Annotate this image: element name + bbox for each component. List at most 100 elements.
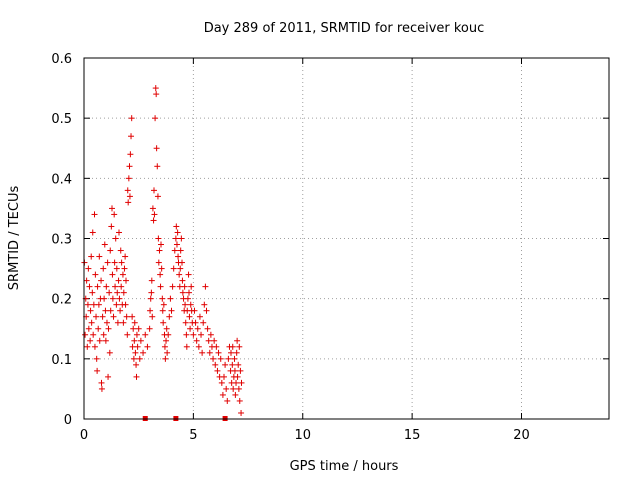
- data-point: [173, 223, 180, 230]
- data-point: [148, 289, 155, 296]
- data-point: [178, 235, 185, 242]
- data-point: [107, 247, 114, 254]
- data-point: [123, 277, 129, 284]
- data-point: [153, 145, 160, 152]
- data-point: [150, 217, 157, 224]
- data-point: [198, 331, 205, 338]
- data-point: [158, 265, 165, 272]
- data-point: [168, 307, 175, 314]
- data-point: [195, 343, 202, 350]
- data-point: [217, 355, 224, 362]
- data-point: [137, 337, 144, 344]
- data-point: [194, 325, 201, 332]
- data-point: [235, 361, 242, 368]
- y-tick-label: 0.3: [51, 233, 72, 248]
- data-point: [122, 301, 129, 308]
- data-point: [133, 331, 140, 338]
- data-point: [156, 247, 163, 254]
- data-point: [105, 325, 112, 332]
- data-point: [96, 337, 103, 344]
- data-point: [184, 295, 191, 302]
- data-point: [155, 259, 162, 266]
- data-point: [106, 349, 113, 356]
- data-point: [114, 319, 121, 326]
- data-point: [112, 235, 119, 242]
- data-point: [229, 361, 236, 368]
- data-point: [126, 163, 133, 170]
- data-point: [211, 337, 218, 344]
- data-point: [159, 295, 166, 302]
- data-point: [94, 367, 101, 374]
- data-point: [130, 325, 137, 332]
- data-point: [106, 289, 113, 296]
- data-point: [201, 301, 208, 308]
- data-point: [117, 307, 124, 314]
- data-point: [163, 325, 170, 332]
- data-point: [91, 211, 98, 218]
- data-point: [185, 271, 192, 278]
- data-point: [113, 265, 120, 272]
- data-point: [109, 271, 116, 278]
- data-point: [133, 373, 140, 380]
- data-point: [129, 313, 136, 320]
- data-point: [231, 355, 238, 362]
- y-tick-label: 0.5: [51, 112, 72, 127]
- data-point: [129, 343, 136, 350]
- data-point: [120, 289, 127, 296]
- data-point: [88, 319, 95, 326]
- data-point: [98, 277, 105, 284]
- data-point: [122, 253, 129, 260]
- x-tick-label: 15: [404, 428, 421, 443]
- data-point: [125, 199, 132, 206]
- data-point: [100, 265, 107, 272]
- data-point: [214, 367, 221, 374]
- data-point: [91, 343, 98, 350]
- data-point: [119, 271, 126, 278]
- data-point: [110, 313, 117, 320]
- data-point: [164, 349, 171, 356]
- data-point: [236, 397, 243, 404]
- data-point: [222, 361, 229, 368]
- data-point: [117, 247, 124, 254]
- data-point: [192, 319, 199, 326]
- data-point: [102, 307, 109, 314]
- data-point: [151, 211, 158, 218]
- data-point: [149, 205, 156, 212]
- data-point: [233, 379, 240, 386]
- data-point: [186, 289, 192, 296]
- data-point: [111, 259, 118, 266]
- data-point: [179, 277, 186, 284]
- data-point: [172, 235, 179, 242]
- data-point: [109, 205, 115, 212]
- data-point: [136, 355, 143, 362]
- y-axis-label: SRMTID / TECUs: [7, 186, 22, 291]
- data-point: [196, 313, 203, 320]
- data-point: [114, 289, 121, 296]
- data-points: [81, 85, 245, 416]
- y-tick-label: 0.4: [51, 172, 72, 187]
- data-point: [85, 325, 92, 332]
- x-tick-label: 10: [294, 428, 311, 443]
- data-point: [107, 307, 114, 314]
- data-point: [128, 133, 135, 140]
- data-point: [238, 379, 245, 386]
- data-point: [181, 283, 188, 290]
- data-point: [233, 349, 240, 356]
- data-point: [188, 283, 195, 290]
- data-point: [169, 283, 176, 290]
- data-point: [146, 325, 153, 332]
- data-point: [213, 343, 220, 350]
- data-point: [160, 319, 167, 326]
- data-point: [223, 385, 230, 392]
- data-point: [199, 349, 206, 356]
- data-point: [142, 331, 149, 338]
- data-point: [127, 151, 134, 158]
- data-point: [190, 331, 197, 338]
- data-point: [96, 253, 103, 260]
- data-point: [182, 301, 189, 308]
- data-point: [177, 265, 184, 272]
- data-point: [103, 283, 110, 290]
- data-point: [234, 337, 241, 344]
- data-point: [120, 319, 127, 326]
